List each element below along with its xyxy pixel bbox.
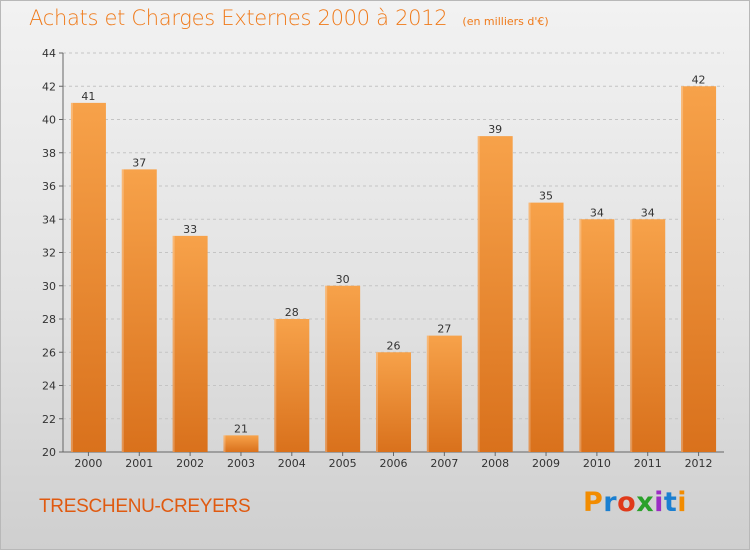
logo-letter: o	[617, 487, 637, 518]
bar-highlight	[579, 219, 582, 452]
bar-2010	[579, 219, 615, 452]
y-tick-label: 36	[42, 180, 56, 193]
value-label: 37	[132, 156, 146, 169]
bar-2011	[630, 219, 666, 452]
bar-2007	[426, 335, 462, 452]
logo-letter: i	[677, 487, 688, 518]
value-label: 33	[183, 223, 197, 236]
bar-highlight	[376, 352, 378, 452]
value-label: 42	[692, 73, 706, 86]
bar-highlight	[172, 235, 175, 452]
y-tick-label: 40	[42, 114, 56, 127]
value-label: 34	[590, 206, 604, 219]
bar-highlight	[325, 285, 328, 452]
y-tick-label: 34	[42, 213, 56, 226]
bar-highlight	[426, 335, 429, 452]
x-tick-label: 2011	[634, 457, 662, 470]
bar-highlight	[274, 319, 277, 452]
x-tick-label: 2004	[278, 457, 306, 470]
bars	[70, 86, 717, 452]
logo-letter: x	[636, 487, 655, 518]
logo-letter: t	[663, 487, 678, 518]
value-label: 35	[539, 190, 553, 203]
y-tick-label: 30	[42, 280, 56, 293]
x-tick-label: 2008	[481, 457, 509, 470]
labels: 20 22 24 26 28 30 32 34 36 38 40 42 44 41 2000 37 2001 33…	[42, 47, 713, 470]
value-label: 30	[336, 273, 350, 286]
x-tick-label: 2006	[380, 457, 408, 470]
chart-title: Achats et Charges Externes 2000 à 2012	[29, 6, 448, 30]
y-tick-label: 24	[42, 380, 56, 393]
bar-highlight	[70, 102, 73, 452]
chart-subtitle: (en milliers d'€)	[462, 15, 549, 28]
value-label: 27	[437, 323, 451, 336]
chart-title-wrap: Achats et Charges Externes 2000 à 2012 (…	[29, 6, 549, 30]
bar-highlight	[630, 219, 633, 452]
value-label: 39	[488, 123, 502, 136]
y-tick-label: 22	[42, 413, 56, 426]
commune-name: TRESCHENU-CREYERS	[39, 496, 251, 517]
bar-2003	[223, 435, 259, 452]
y-tick-label: 42	[42, 80, 56, 93]
bar-2005	[325, 285, 361, 452]
bar-highlight	[681, 86, 684, 452]
y-tick-label: 28	[42, 313, 56, 326]
proxiti-logo[interactable]: Proxiti	[583, 487, 687, 518]
y-tick-label: 32	[42, 247, 56, 260]
logo-letter: P	[583, 487, 604, 518]
value-label: 41	[81, 90, 95, 103]
x-tick-label: 2012	[685, 457, 713, 470]
bar-2008	[477, 136, 513, 452]
y-tick-label: 38	[42, 147, 56, 160]
bar-highlight	[477, 136, 480, 452]
x-tick-label: 2009	[532, 457, 560, 470]
x-tick-label: 2005	[329, 457, 357, 470]
bar-highlight	[528, 202, 531, 452]
logo-letter: r	[603, 487, 618, 518]
bar-2002	[172, 235, 208, 452]
y-tick-label: 44	[42, 47, 56, 60]
y-tick-label: 26	[42, 346, 56, 359]
x-tick-label: 2010	[583, 457, 611, 470]
bar-2004	[274, 319, 310, 452]
bar-2001	[121, 169, 157, 452]
value-label: 21	[234, 422, 248, 435]
bar-2009	[528, 202, 564, 452]
bar-highlight	[223, 435, 226, 452]
y-tick-label: 20	[42, 446, 56, 459]
value-label: 34	[641, 206, 655, 219]
logo-letter: i	[654, 487, 664, 518]
bar-2000	[70, 102, 106, 452]
value-label: 26	[387, 339, 401, 352]
x-tick-label: 2002	[176, 457, 204, 470]
x-tick-label: 2000	[74, 457, 102, 470]
x-tick-label: 2001	[125, 457, 153, 470]
bar-2012	[681, 86, 717, 452]
value-label: 28	[285, 306, 299, 319]
bar-highlight	[121, 169, 124, 452]
bar-2006	[376, 352, 411, 452]
x-tick-label: 2007	[430, 457, 458, 470]
x-tick-label: 2003	[227, 457, 255, 470]
